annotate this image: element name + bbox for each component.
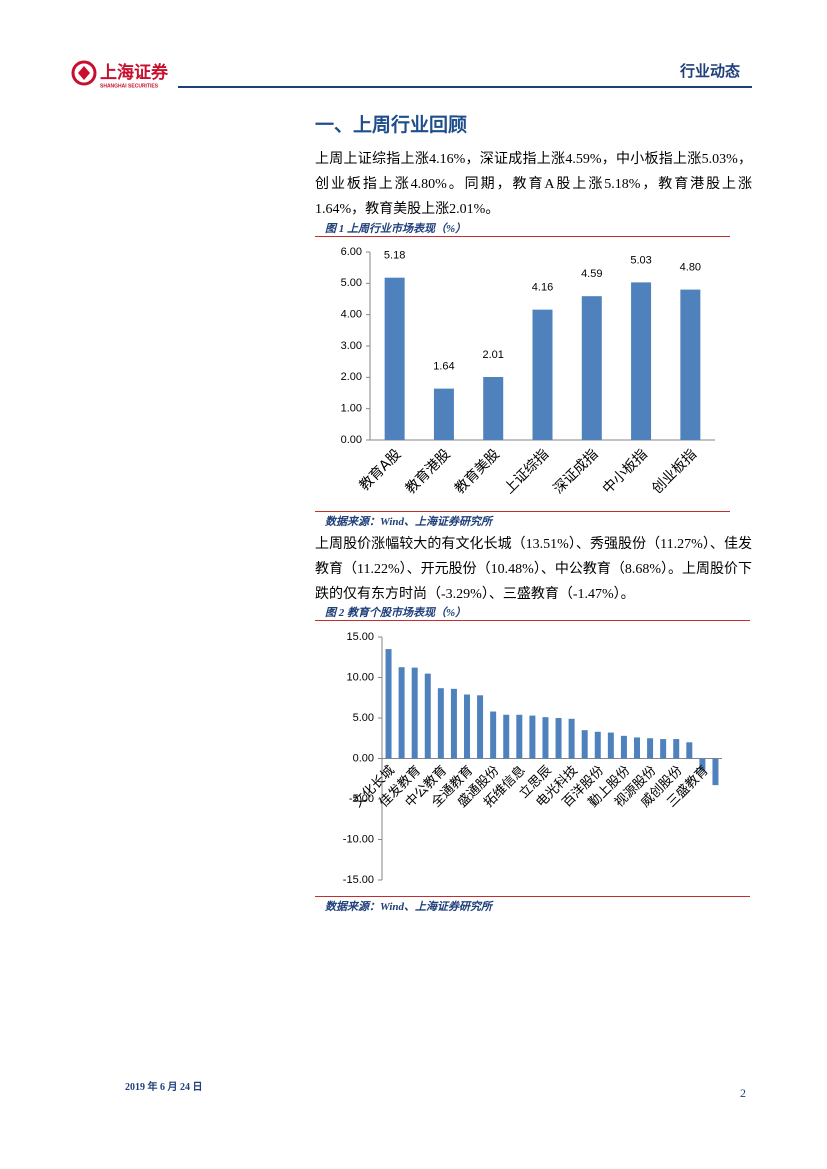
x-tick-label: 教育美股 bbox=[452, 446, 503, 497]
y-tick-label: 6.00 bbox=[341, 246, 362, 258]
bar bbox=[673, 739, 680, 759]
bar bbox=[516, 714, 523, 759]
bar bbox=[424, 673, 431, 759]
y-tick-label: 0.00 bbox=[341, 434, 362, 446]
bar bbox=[464, 694, 470, 759]
value-label: 4.80 bbox=[680, 262, 701, 274]
y-tick-label: -5.00 bbox=[349, 793, 374, 805]
bar bbox=[647, 738, 654, 759]
value-label: 4.16 bbox=[532, 282, 553, 294]
bar bbox=[620, 735, 627, 759]
section-title: 一、上周行业回顾 bbox=[315, 114, 468, 136]
source-rule bbox=[315, 511, 730, 512]
bar bbox=[699, 758, 706, 771]
figure-source: 数据来源：Wind、上海证券研究所 bbox=[325, 901, 493, 913]
bar bbox=[607, 732, 614, 759]
footer-date: 2019 年 6 月 24 日 bbox=[125, 1082, 203, 1093]
bar bbox=[398, 667, 405, 759]
bar bbox=[660, 739, 667, 759]
value-label: 4.59 bbox=[581, 268, 602, 280]
bar bbox=[477, 695, 484, 759]
value-label: 5.18 bbox=[384, 250, 405, 262]
bar bbox=[581, 730, 588, 759]
bar bbox=[450, 688, 457, 759]
bar bbox=[712, 758, 719, 786]
bar bbox=[594, 731, 601, 759]
header-rule bbox=[178, 86, 752, 88]
bar bbox=[529, 715, 536, 759]
bar bbox=[411, 667, 418, 759]
y-tick-label: 0.00 bbox=[353, 752, 374, 764]
y-tick-label: 3.00 bbox=[341, 340, 362, 352]
bar bbox=[490, 711, 497, 759]
y-tick-label: 1.00 bbox=[341, 403, 362, 415]
y-tick-label: -15.00 bbox=[343, 874, 374, 886]
figure-source: 数据来源：Wind、上海证券研究所 bbox=[325, 516, 493, 528]
bar bbox=[433, 388, 454, 440]
bar bbox=[581, 296, 602, 440]
bar bbox=[568, 718, 575, 759]
paragraph: 上周股价涨幅较大的有文化长城（13.51%）、秀强股份（11.27%）、佳发教育… bbox=[315, 537, 752, 602]
value-label: 2.01 bbox=[483, 349, 504, 361]
y-tick-label: -10.00 bbox=[343, 833, 374, 845]
y-tick-label: 10.00 bbox=[346, 671, 374, 683]
bar bbox=[503, 714, 510, 759]
value-label: 5.03 bbox=[630, 254, 651, 266]
header-title: 行业动态 bbox=[680, 62, 741, 80]
bar bbox=[532, 309, 553, 440]
y-tick-label: 2.00 bbox=[341, 371, 362, 383]
bar bbox=[634, 737, 640, 759]
y-tick-label: 5.00 bbox=[353, 712, 374, 724]
logo: 上海证券 SHANGHAI SECURITIES bbox=[71, 60, 169, 89]
source-rule bbox=[315, 896, 750, 897]
bar bbox=[680, 289, 701, 440]
y-tick-label: 4.00 bbox=[341, 309, 362, 321]
value-label: 1.64 bbox=[433, 361, 454, 373]
x-tick-label: 中小板指 bbox=[600, 446, 651, 497]
chart: 0.00 1.00 2.00 3.00 4.00 5.00 6.00 5.18 教育A股 1.64… bbox=[341, 246, 715, 497]
logo-subtext: SHANGHAI SECURITIES bbox=[100, 83, 159, 89]
bar bbox=[437, 688, 444, 759]
x-tick-label: 深证成指 bbox=[551, 446, 602, 497]
chart: -15.00-10.00-5.000.005.0010.0015.00文化长城佳… bbox=[343, 631, 722, 886]
x-tick-label: 创业板指 bbox=[649, 446, 700, 497]
x-tick-label: 上证综指 bbox=[501, 446, 552, 497]
x-tick-label: 教育A股 bbox=[357, 446, 405, 494]
bar bbox=[631, 282, 652, 440]
page-number: 2 bbox=[740, 1086, 746, 1100]
bar bbox=[385, 649, 392, 759]
y-tick-label: 15.00 bbox=[346, 631, 374, 643]
caption-rule bbox=[315, 620, 750, 621]
bar bbox=[384, 277, 405, 440]
paragraph: 上周上证综指上涨4.16%，深证成指上涨4.59%，中小板指上涨5.03%，创业… bbox=[315, 152, 752, 217]
caption-rule bbox=[315, 236, 730, 237]
logo-text: 上海证券 bbox=[100, 62, 169, 83]
x-tick-label: 教育港股 bbox=[403, 446, 454, 497]
bar bbox=[555, 718, 562, 759]
figure-caption: 图 2 教育个股市场表现（%） bbox=[325, 607, 467, 619]
bar bbox=[483, 377, 504, 440]
logo-icon bbox=[78, 66, 90, 80]
bar bbox=[542, 717, 549, 759]
bar bbox=[686, 742, 693, 759]
figure-caption: 图 1 上周行业市场表现（%） bbox=[325, 223, 467, 235]
logo-icon bbox=[71, 60, 97, 86]
y-tick-label: 5.00 bbox=[341, 277, 362, 289]
